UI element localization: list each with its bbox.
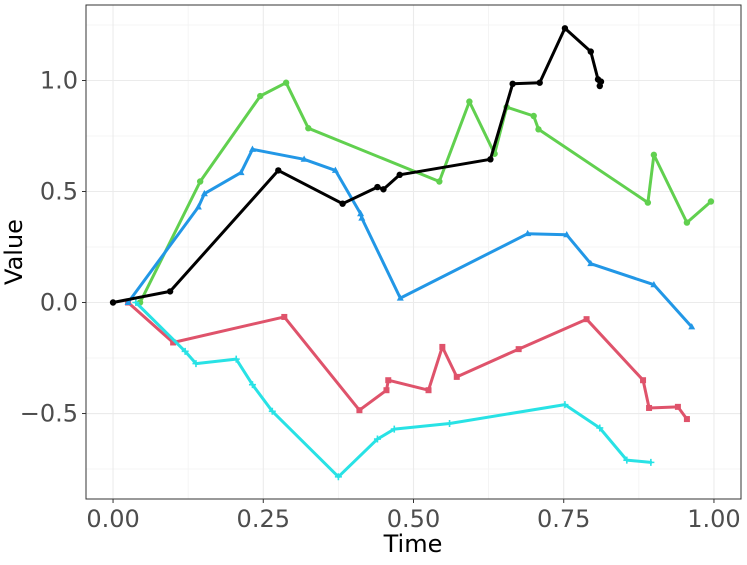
- x-tick-label: 0.75: [537, 505, 590, 533]
- series-line: [134, 301, 653, 479]
- series-1: [125, 299, 690, 423]
- data-point: [281, 313, 288, 320]
- data-point: [561, 401, 569, 409]
- data-point: [535, 126, 542, 133]
- data-point: [646, 404, 653, 411]
- series-group: [109, 25, 715, 481]
- data-point: [248, 145, 256, 152]
- grid: [86, 5, 741, 499]
- data-point: [390, 425, 398, 433]
- data-point: [530, 112, 537, 120]
- data-point: [583, 316, 590, 323]
- x-tick-label: 0.25: [237, 505, 290, 533]
- data-point: [453, 373, 460, 380]
- data-point: [334, 473, 342, 481]
- axes: 0.00 0.25 0.50 0.75 1.00 −0.5 0.0 0.5 1.0: [20, 66, 741, 533]
- data-point: [305, 125, 312, 132]
- data-point: [248, 381, 256, 389]
- data-point: [596, 424, 604, 432]
- data-point: [385, 377, 392, 384]
- data-point: [374, 183, 381, 191]
- data-point: [275, 167, 282, 174]
- data-point: [194, 203, 202, 210]
- y-tick-label: 1.0: [40, 66, 78, 94]
- data-point: [356, 407, 363, 414]
- y-tick-label: 0.0: [40, 289, 78, 317]
- data-point: [196, 178, 204, 185]
- data-point: [509, 80, 516, 88]
- x-tick-label: 1.00: [687, 505, 740, 533]
- data-point: [688, 323, 696, 330]
- data-point: [166, 288, 174, 295]
- data-point: [623, 456, 631, 464]
- data-point: [563, 230, 571, 238]
- data-point: [358, 214, 366, 221]
- data-point: [587, 259, 595, 267]
- data-point: [181, 347, 189, 355]
- data-point: [446, 420, 454, 428]
- data-point: [536, 79, 543, 86]
- data-point: [587, 48, 594, 55]
- series-3: [124, 145, 696, 330]
- data-point: [300, 155, 308, 162]
- data-point: [425, 387, 432, 394]
- data-point: [380, 186, 387, 193]
- data-point: [674, 403, 681, 410]
- data-point: [357, 209, 365, 217]
- data-point: [192, 360, 200, 368]
- data-point: [650, 151, 658, 159]
- data-point: [487, 156, 494, 163]
- data-point: [561, 25, 569, 32]
- data-point: [396, 294, 404, 301]
- data-point: [439, 343, 446, 350]
- data-point: [707, 198, 715, 205]
- data-point: [200, 189, 208, 197]
- y-tick-label: 0.5: [40, 177, 78, 205]
- data-point: [132, 299, 140, 307]
- data-point: [644, 199, 652, 206]
- data-point: [383, 387, 390, 394]
- data-point: [683, 219, 691, 226]
- data-point: [331, 166, 339, 173]
- data-point: [515, 346, 522, 353]
- data-point: [282, 79, 290, 86]
- series-5: [109, 25, 605, 306]
- data-point: [109, 299, 117, 306]
- data-point: [339, 200, 346, 207]
- data-point: [373, 435, 381, 443]
- x-tick-label: 0.50: [387, 505, 440, 533]
- x-axis-title: Time: [383, 530, 443, 558]
- x-tick-label: 0.00: [86, 505, 139, 533]
- data-point: [257, 92, 264, 100]
- y-tick-label: −0.5: [20, 400, 78, 428]
- y-axis-title: Value: [0, 219, 28, 285]
- data-point: [597, 78, 605, 85]
- data-point: [124, 298, 132, 306]
- data-point: [683, 416, 690, 423]
- data-point: [524, 229, 532, 237]
- data-point: [647, 458, 655, 466]
- series-2: [136, 79, 715, 306]
- data-point: [466, 98, 473, 105]
- data-point: [396, 171, 403, 179]
- data-point: [436, 178, 443, 185]
- data-point: [237, 168, 245, 176]
- data-point: [170, 339, 177, 346]
- data-point: [650, 280, 658, 288]
- series-4: [132, 299, 655, 481]
- data-point: [268, 407, 276, 415]
- data-point: [640, 377, 647, 384]
- data-point: [232, 355, 240, 363]
